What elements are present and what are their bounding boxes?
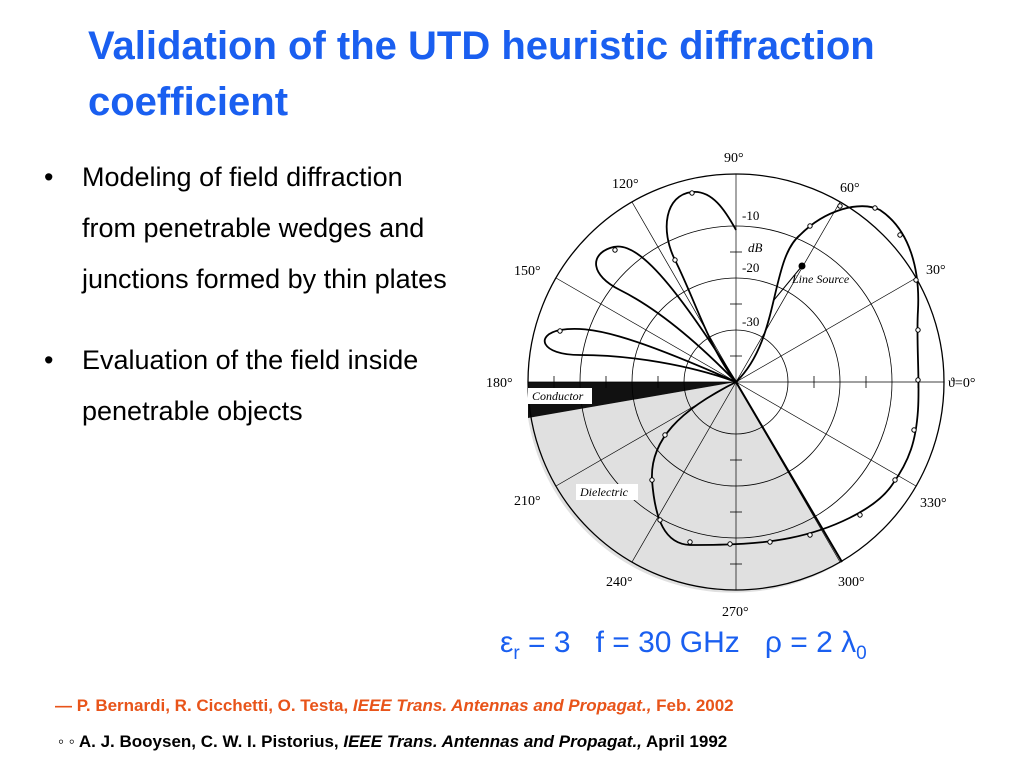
radial-label: -30: [742, 314, 759, 329]
sample-markers: [557, 190, 921, 547]
angle-label: 180°: [486, 376, 513, 391]
reference-bernardi: — P. Bernardi, R. Cicchetti, O. Testa, I…: [55, 696, 734, 716]
angle-labels: 90° 60° 120° 30° 150° 180° ϑ=0° 210° 330…: [486, 151, 975, 620]
reference-authors: — P. Bernardi, R. Cicchetti, O. Testa,: [55, 696, 353, 715]
angle-label: 120°: [612, 177, 639, 192]
conductor-label: Conductor: [532, 389, 584, 403]
bullet-icon: •: [44, 345, 54, 375]
pattern-lobe-lower: [543, 327, 737, 383]
radial-label: dB: [748, 240, 763, 255]
epsilon-subscript: r: [513, 643, 520, 664]
epsilon-symbol: ε: [500, 626, 514, 659]
pattern-lobe-mid: [595, 245, 737, 383]
pattern-lobe-upper: [665, 191, 737, 383]
radial-label: -10: [742, 208, 759, 223]
reference-date: Feb. 2002: [651, 696, 734, 715]
angle-label: 210°: [514, 494, 541, 509]
bullet-icon: •: [44, 162, 54, 192]
angle-label: 270°: [722, 605, 749, 620]
angle-label: 90°: [724, 151, 744, 166]
angle-label: 30°: [926, 263, 946, 278]
slide-title: Validation of the UTD heuristic diffract…: [88, 24, 875, 124]
bullet-item: • Modeling of field diffraction from pen…: [44, 152, 464, 305]
angle-label: 300°: [838, 575, 865, 590]
parameters-text: = 3 f = 30 GHz ρ = 2 λ: [519, 626, 857, 659]
radial-label: -20: [742, 260, 759, 275]
bullet-list: • Modeling of field diffraction from pen…: [44, 152, 464, 467]
line-source-label: Line Source: [791, 272, 850, 286]
reference-journal: IEEE Trans. Antennas and Propagat.,: [352, 696, 652, 715]
bullet-item: • Evaluation of the field inside penetra…: [44, 335, 464, 437]
polar-diagram: 90° 60° 120° 30° 150° 180° ϑ=0° 210° 330…: [480, 140, 1000, 630]
reference-date: April 1992: [641, 732, 728, 751]
reference-authors: ◦ ◦ A. J. Booysen, C. W. I. Pistorius,: [58, 732, 344, 751]
angle-label: ϑ=0°: [948, 376, 975, 391]
radial-labels: -10 dB -20 -30: [742, 208, 763, 329]
angle-label: 330°: [920, 496, 947, 511]
angle-label: 150°: [514, 264, 541, 279]
dielectric-label: Dielectric: [579, 485, 629, 499]
conductor-label-bg: [528, 388, 592, 404]
dielectric-label-bg: [576, 484, 638, 500]
parameters-line: εr = 3 f = 30 GHz ρ = 2 λ0: [500, 626, 867, 665]
angle-label: 60°: [840, 181, 860, 196]
dielectric-region: [528, 382, 842, 593]
reference-journal: IEEE Trans. Antennas and Propagat.,: [343, 732, 642, 751]
bullet-text: Evaluation of the field inside penetrabl…: [82, 345, 419, 426]
lambda-subscript: 0: [856, 643, 867, 664]
line-source-leader: [773, 265, 803, 301]
reference-booysen: ◦ ◦ A. J. Booysen, C. W. I. Pistorius, I…: [58, 732, 727, 752]
angle-label: 240°: [606, 575, 633, 590]
polar-diagram-svg: 90° 60° 120° 30° 150° 180° ϑ=0° 210° 330…: [486, 151, 975, 620]
bullet-text: Modeling of field diffraction from penet…: [82, 162, 447, 294]
